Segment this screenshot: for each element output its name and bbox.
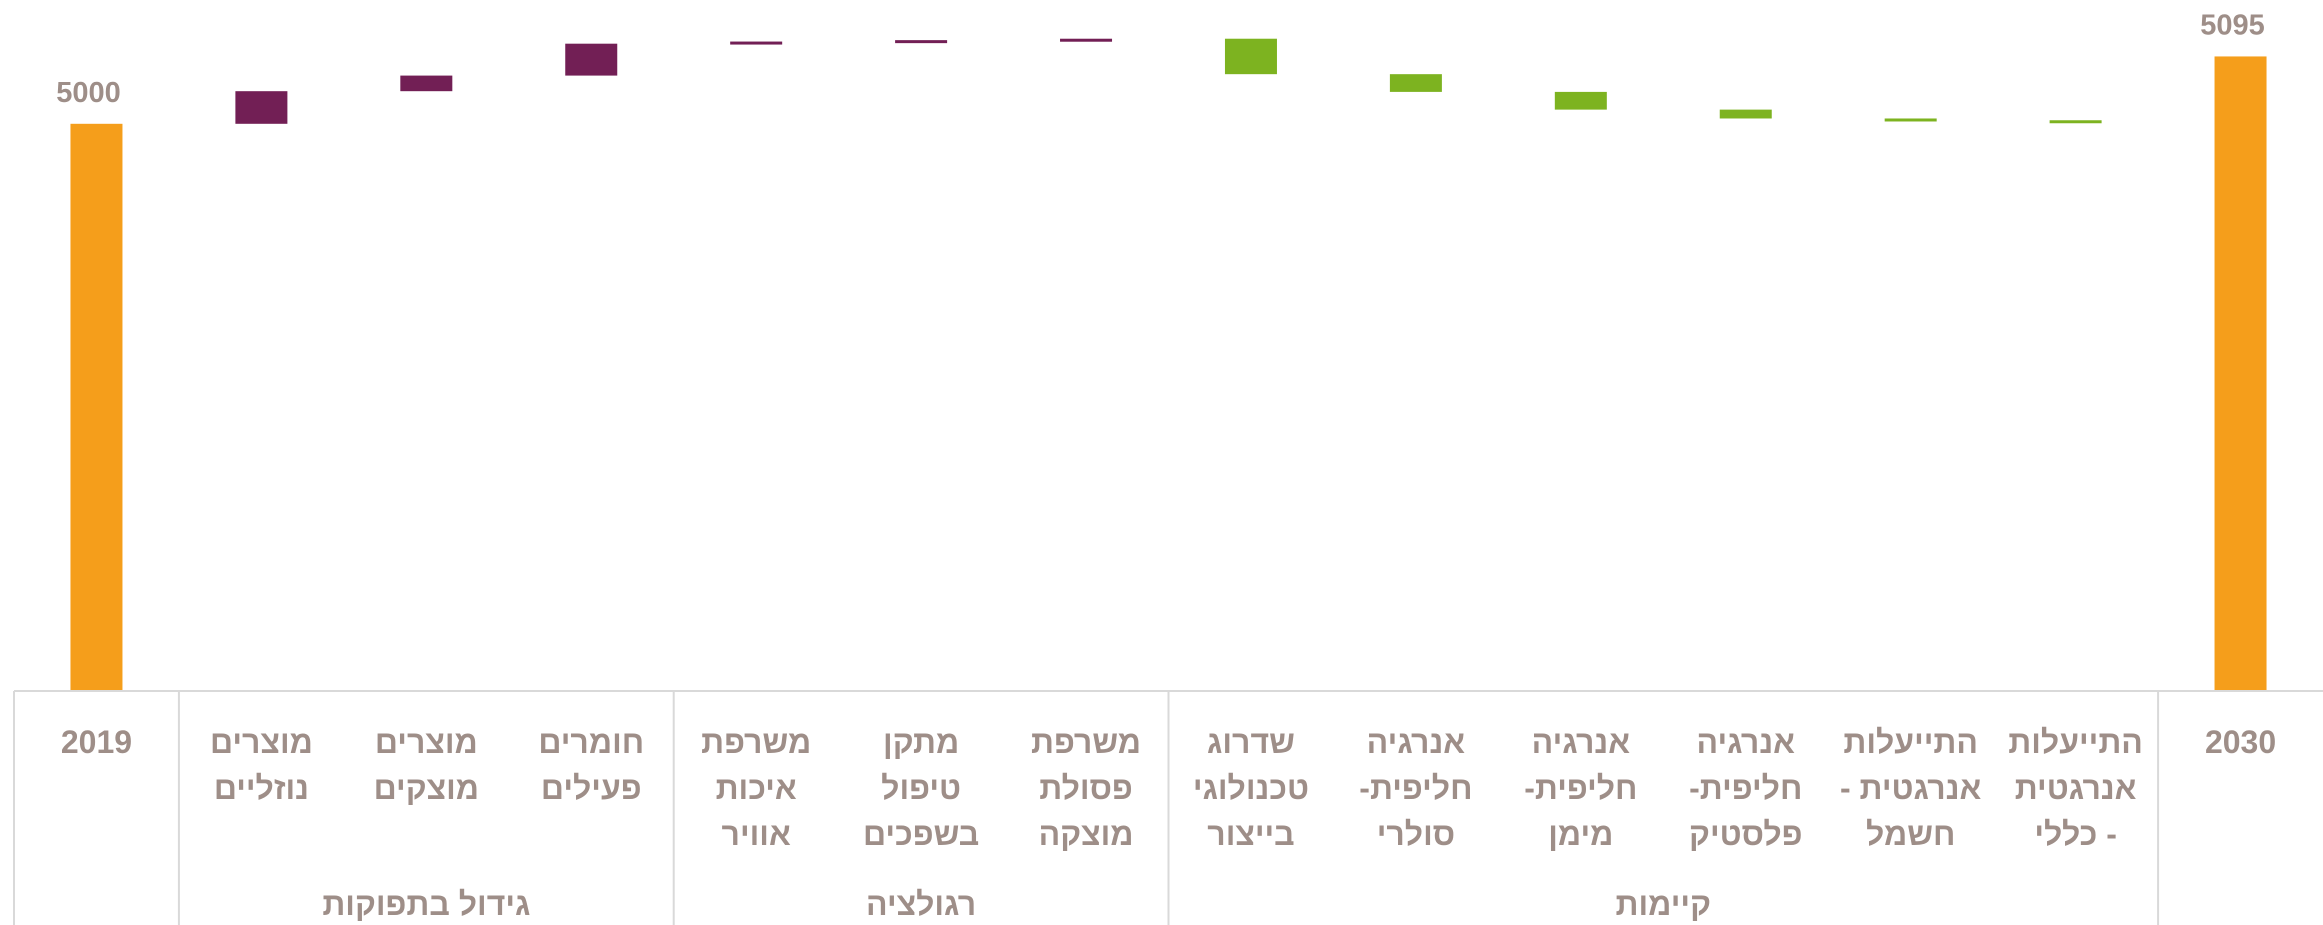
category-label-11: התייעלות אנרגטית - חשמל: [1840, 724, 1982, 852]
category-label-line: סולרי: [1377, 816, 1455, 852]
category-label-line: התייעלות: [1843, 724, 1978, 760]
group-label-1: רגולציה: [866, 886, 976, 922]
delta-bar-2: [400, 75, 453, 92]
category-label-line: אנרגיה: [1367, 724, 1466, 760]
bars-layer: [70, 38, 2267, 692]
category-label-line: אנרגטית -: [1840, 770, 1982, 806]
data-label-13: 5095: [2200, 9, 2265, 41]
delta-bar-7: [1224, 38, 1277, 75]
delta-bar-1: [235, 91, 288, 124]
category-label-line: מוצקה: [1039, 816, 1134, 852]
category-label-13: 2030: [2205, 724, 2276, 760]
category-label-10: אנרגיה חליפית- פלסטיק: [1689, 724, 1802, 852]
group-label-0: גידול בתפוקות: [322, 886, 530, 922]
category-label-line: חליפית-: [1359, 770, 1472, 806]
data-label-0: 5000: [56, 77, 121, 109]
total-bar-13: [2214, 56, 2267, 691]
delta-bar-6: [1060, 38, 1113, 42]
category-label-line: בייצור: [1207, 816, 1294, 852]
delta-bar-12: [2049, 120, 2102, 124]
category-label-line: התייעלות: [2008, 724, 2143, 760]
group-label-2: קיימות: [1616, 886, 1711, 922]
category-label-line: אוויר: [722, 816, 791, 852]
category-label-8: אנרגיה חליפית- סולרי: [1359, 724, 1472, 852]
delta-bar-11: [1884, 118, 1937, 122]
category-label-line: - כללי: [2034, 816, 2117, 852]
delta-bar-10: [1719, 109, 1772, 119]
category-label-line: פסולת: [1039, 770, 1132, 806]
category-label-5: מתקן טיפול בשפכים: [863, 724, 979, 852]
category-label-line: חומרים: [538, 724, 644, 760]
category-label-line: נוזליים: [214, 770, 309, 806]
category-label-line: מתקן: [883, 724, 959, 760]
category-label-line: מוצרים: [375, 724, 478, 760]
category-label-line: אנרגיה: [1532, 724, 1631, 760]
category-labels-layer: 2019 מוצרים נוזליים מוצרים מוצקים חומרים פעילי…: [61, 724, 2276, 852]
category-label-line: טכנולוגי: [1193, 770, 1309, 806]
category-label-line: שדרוג: [1207, 724, 1295, 760]
category-label-line: 2030: [2205, 724, 2276, 760]
group-labels-layer: גידול בתפוקות רגולציה קיימות: [322, 886, 1711, 922]
category-label-line: מוצרים: [210, 724, 313, 760]
category-label-line: משרפת: [701, 724, 811, 760]
category-label-line: אנרגטית: [2015, 770, 2137, 806]
category-label-line: אנרגיה: [1697, 724, 1796, 760]
delta-bar-3: [565, 43, 618, 76]
delta-bar-4: [730, 41, 783, 45]
category-label-0: 2019: [61, 724, 132, 760]
delta-bar-9: [1554, 91, 1607, 110]
category-label-4: משרפת איכות אוויר: [701, 724, 811, 852]
data-labels-layer: 5000 5095: [56, 9, 2265, 108]
category-label-line: מוצקים: [374, 770, 479, 806]
category-label-12: התייעלות אנרגטית - כללי: [2008, 724, 2143, 852]
category-label-line: איכות: [716, 770, 797, 806]
category-label-1: מוצרים נוזליים: [210, 724, 313, 806]
category-label-7: שדרוג טכנולוגי בייצור: [1193, 724, 1309, 852]
category-label-line: מימן: [1548, 816, 1613, 852]
category-label-line: בשפכים: [863, 816, 979, 852]
category-label-2: מוצרים מוצקים: [374, 724, 479, 806]
category-label-line: טיפול: [881, 770, 961, 806]
total-bar-0: [70, 123, 123, 692]
category-label-9: אנרגיה חליפית- מימן: [1524, 724, 1637, 852]
category-label-6: משרפת פסולת מוצקה: [1031, 724, 1141, 852]
category-label-line: חליפית-: [1524, 770, 1637, 806]
category-axis: [13, 690, 2323, 925]
category-label-line: משרפת: [1031, 724, 1141, 760]
category-label-line: פלסטיק: [1689, 816, 1802, 852]
category-label-line: פעילים: [541, 770, 642, 806]
category-label-line: חשמל: [1866, 816, 1955, 852]
category-label-line: חליפית-: [1689, 770, 1802, 806]
delta-bar-8: [1389, 74, 1442, 92]
category-label-3: חומרים פעילים: [538, 724, 644, 806]
category-label-line: 2019: [61, 724, 132, 760]
delta-bar-5: [895, 40, 948, 44]
